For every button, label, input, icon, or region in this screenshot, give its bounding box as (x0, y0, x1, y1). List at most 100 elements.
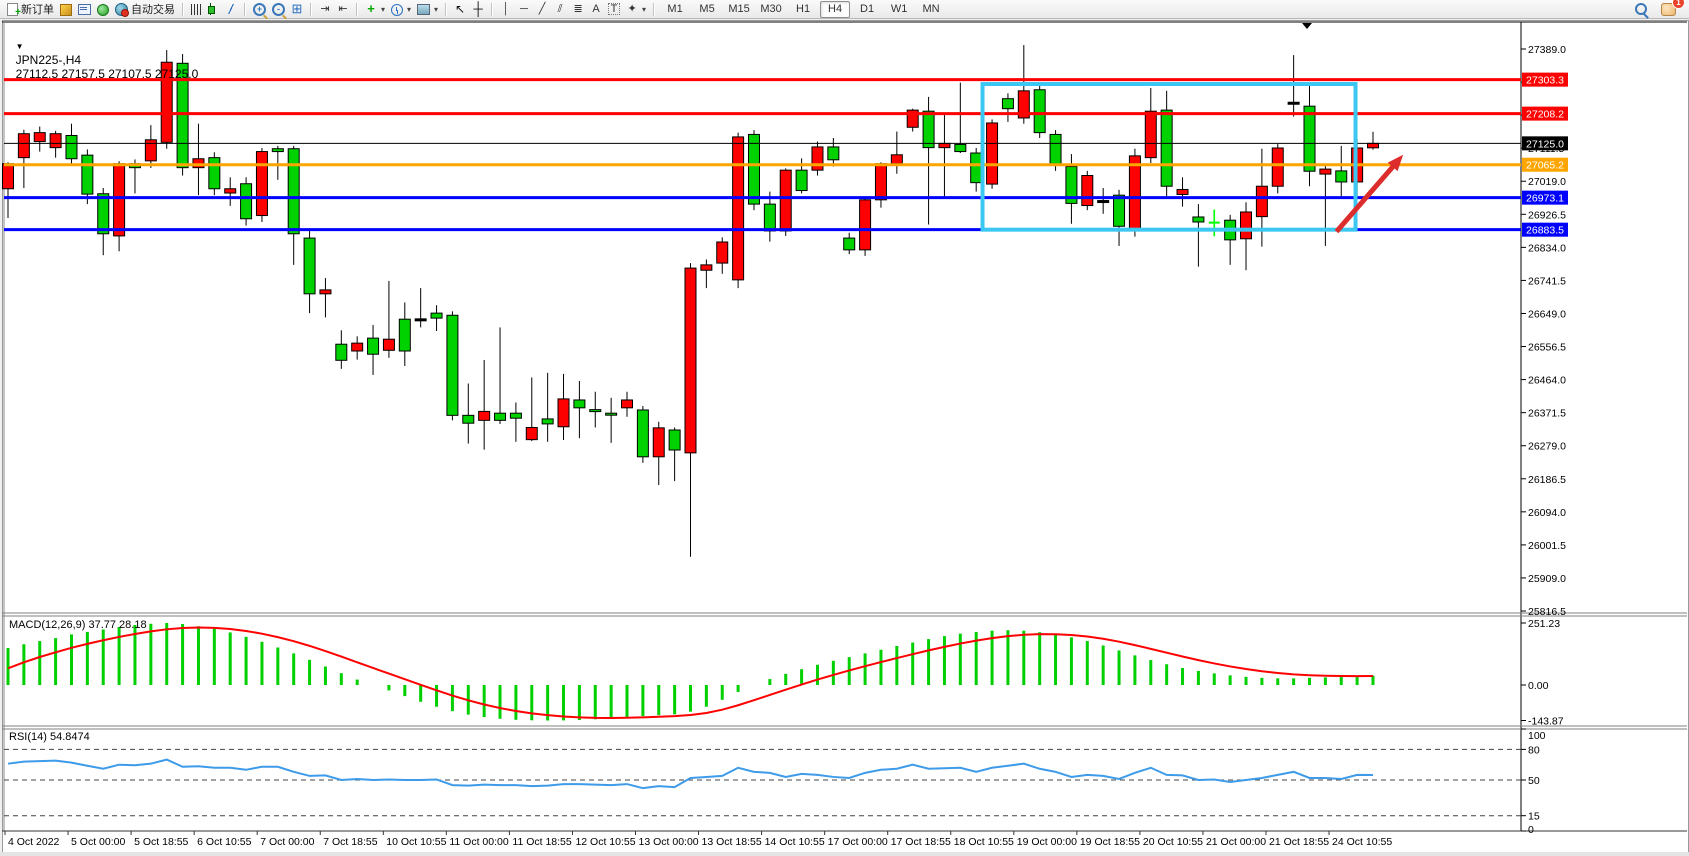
timeframe-M1[interactable]: M1 (667, 3, 683, 15)
candlestick-button[interactable] (205, 1, 222, 18)
candle-body[interactable] (541, 418, 554, 425)
new-chart-button[interactable]: ⇥ (316, 1, 334, 18)
candle-body[interactable] (732, 136, 745, 281)
candle-body[interactable] (1033, 89, 1046, 134)
line-chart-button[interactable] (222, 1, 240, 18)
candle-body[interactable] (1255, 185, 1268, 218)
candle-body[interactable] (192, 158, 205, 169)
zoom-in-button[interactable]: + (250, 1, 269, 18)
timeframe-D1[interactable]: D1 (860, 3, 875, 15)
candle-body[interactable] (1176, 188, 1189, 195)
candle-body[interactable] (1287, 101, 1300, 105)
candle-body[interactable] (478, 410, 491, 421)
signals-button[interactable] (94, 1, 112, 18)
candle-body[interactable] (890, 154, 903, 165)
candle-body[interactable] (716, 241, 729, 264)
cursor-tool-button[interactable]: ↖ (451, 1, 469, 18)
timeframe-H4[interactable]: H4 (820, 0, 851, 18)
timeframe-M5[interactable]: M5 (699, 3, 715, 15)
trendline-tool-button[interactable]: ╱ (533, 1, 551, 18)
candle-body[interactable] (954, 143, 967, 153)
candle-body[interactable] (1081, 175, 1094, 207)
candle-body[interactable] (1208, 221, 1220, 224)
candle-body[interactable] (351, 342, 364, 352)
candle-body[interactable] (303, 237, 316, 295)
candle-body[interactable] (17, 133, 30, 159)
collapse-triangle-icon[interactable]: ▼ (15, 42, 24, 51)
candle-body[interactable] (747, 133, 760, 205)
candle-body[interactable] (970, 152, 983, 184)
shapes-tool-button[interactable]: ✦ ▾ (623, 1, 649, 18)
candle-body[interactable] (1128, 155, 1141, 230)
candle-body[interactable] (605, 412, 618, 416)
candle-body[interactable] (621, 399, 634, 409)
market-watch-button[interactable] (57, 1, 75, 18)
candle-body[interactable] (113, 163, 126, 237)
candle-body[interactable] (811, 146, 824, 171)
candle-body[interactable] (859, 199, 872, 251)
candle-body[interactable] (827, 146, 840, 161)
tile-windows-button[interactable]: ⊞ (288, 1, 306, 18)
auto-trading-button[interactable]: 自动交易 (112, 1, 178, 18)
candle-body[interactable] (668, 429, 681, 451)
candle-body[interactable] (589, 409, 602, 413)
profiles-button[interactable]: ⇤ (334, 1, 352, 18)
candle-body[interactable] (509, 412, 522, 419)
timeframe-M15[interactable]: M15 (728, 3, 750, 15)
candle-body[interactable] (97, 193, 110, 235)
candle-body[interactable] (287, 148, 300, 235)
bar-chart-button[interactable] (188, 1, 205, 18)
consolidation-box-annotation[interactable] (980, 82, 1358, 232)
candle-body[interactable] (398, 318, 411, 352)
candle-body[interactable] (1001, 98, 1014, 110)
search-button[interactable] (1632, 1, 1650, 18)
timeframe-W1[interactable]: W1 (890, 3, 908, 15)
candle-body[interactable] (1144, 110, 1157, 159)
candle-body[interactable] (382, 338, 395, 351)
candle-body[interactable] (1160, 109, 1173, 187)
candle-body[interactable] (779, 169, 792, 232)
label-tool-button[interactable]: T (605, 1, 623, 18)
notifications-button[interactable]: 1 (1658, 0, 1685, 18)
terminal-button[interactable] (75, 1, 94, 18)
period-button[interactable]: ▾ (388, 1, 414, 18)
candle-body[interactable] (1335, 170, 1348, 183)
candle-body[interactable] (1366, 142, 1379, 149)
candle-body[interactable] (240, 183, 253, 220)
chart-shift-marker-icon[interactable] (1302, 23, 1312, 29)
candle-body[interactable] (494, 412, 507, 421)
candle-body[interactable] (843, 237, 856, 251)
candle-body[interactable] (938, 142, 951, 149)
candle-body[interactable] (462, 414, 475, 424)
candle-body[interactable] (763, 203, 776, 232)
template-button[interactable]: ▾ (414, 1, 441, 18)
candle-body[interactable] (1065, 166, 1078, 204)
text-tool-button[interactable]: A (587, 1, 605, 18)
equidistant-channel-button[interactable]: ⫽ (551, 1, 569, 18)
candle-body[interactable] (271, 148, 284, 153)
crosshair-tool-button[interactable]: ┼ (469, 1, 487, 18)
fibonacci-tool-button[interactable]: ≣ (569, 1, 587, 18)
candle-body[interactable] (65, 134, 78, 160)
timeframe-M30[interactable]: M30 (760, 3, 782, 15)
add-indicator-button[interactable]: + ▾ (362, 1, 388, 18)
candle-body[interactable] (1097, 200, 1110, 204)
arrow-annotation-line[interactable] (1334, 160, 1400, 234)
candle-body[interactable] (2, 163, 14, 190)
candle-body[interactable] (430, 312, 443, 319)
candle-body[interactable] (986, 122, 999, 185)
candle-body[interactable] (1017, 90, 1030, 119)
timeframe-MN[interactable]: MN (922, 3, 940, 15)
candle-body[interactable] (573, 399, 586, 409)
candle-body[interactable] (525, 426, 538, 441)
candle-body[interactable] (1049, 133, 1062, 166)
candle-body[interactable] (335, 343, 348, 361)
candle-body[interactable] (414, 318, 427, 322)
candle-body[interactable] (922, 110, 935, 149)
candle-body[interactable] (446, 314, 459, 416)
candle-body[interactable] (700, 264, 713, 271)
candle-body[interactable] (1240, 211, 1253, 240)
vline-tool-button[interactable]: │ (497, 1, 515, 18)
hline-tool-button[interactable]: ─ (515, 1, 533, 18)
candle-body[interactable] (1271, 147, 1284, 187)
